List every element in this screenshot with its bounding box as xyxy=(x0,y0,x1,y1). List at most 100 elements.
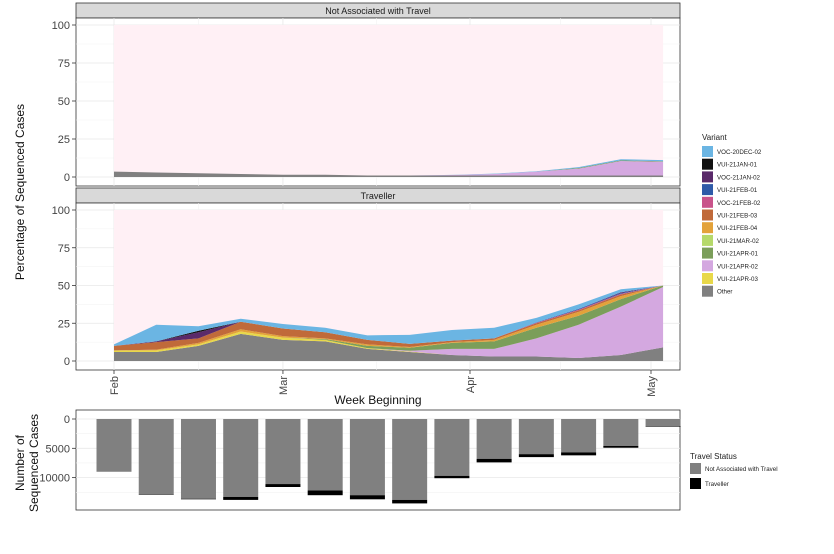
y-tick-label: 0 xyxy=(64,172,70,184)
legend-swatch xyxy=(702,171,713,183)
bar-not-associated-with-travel xyxy=(96,419,132,472)
bar-not-associated-with-travel xyxy=(434,419,470,476)
bar-not-associated-with-travel xyxy=(518,419,554,455)
x-tick-label: Feb xyxy=(109,376,121,395)
legend-label: VUI-21FEB-04 xyxy=(717,225,758,232)
legend-label: VUI-21FEB-03 xyxy=(717,213,758,220)
y-ticks-not-associated: 0 25 50 75 100 xyxy=(52,20,76,184)
legend-label: Other xyxy=(717,289,732,296)
y-tick-label: 50 xyxy=(58,281,70,293)
area-voc-21jan-02 xyxy=(114,285,664,346)
y-tick-label: 100 xyxy=(52,20,70,32)
variant-legend-items: VOC-20DEC-02 VUI-21JAN-01 VOC-21JAN-02 VUI-… xyxy=(702,146,762,297)
legend-swatch xyxy=(702,260,713,272)
bar-not-associated-with-travel xyxy=(603,419,639,446)
area-vui-21apr-02 xyxy=(114,161,664,176)
legend-label: VUI-21MAR-02 xyxy=(717,238,760,245)
legend-label: VUI-21APR-02 xyxy=(717,263,758,270)
bar-traveller xyxy=(223,496,259,500)
x-axis-title: Week Beginning xyxy=(334,393,421,407)
bar-traveller xyxy=(476,458,512,463)
area-vui-21apr-01 xyxy=(114,285,664,351)
travel-status-legend: Travel Status Not Associated with Travel… xyxy=(690,452,778,489)
bar-not-associated-with-travel xyxy=(265,419,301,485)
legend-swatch xyxy=(702,146,713,157)
bar-traveller xyxy=(434,475,470,479)
legend-swatch xyxy=(702,184,713,196)
bar-y-axis-title-line2: Sequenced Cases xyxy=(27,414,41,512)
bar-not-associated-with-travel xyxy=(349,419,385,496)
bar-traveller xyxy=(138,494,174,495)
bar-not-associated-with-travel xyxy=(307,419,343,491)
legend-swatch xyxy=(702,196,713,208)
bar-traveller xyxy=(180,498,216,500)
bar-y-axis-title-line1: Number of xyxy=(13,434,27,491)
bar-traveller xyxy=(561,452,597,456)
areas-traveller xyxy=(114,285,664,361)
bar-traveller xyxy=(307,490,343,496)
bar-panel: 0 5000 10000 xyxy=(39,409,681,511)
y-tick-label: 25 xyxy=(58,318,70,330)
strip-title-traveller: Traveller xyxy=(361,191,396,201)
x-tick-label: Mar xyxy=(278,376,290,395)
travel-status-legend-items: Not Associated with Travel Traveller xyxy=(690,463,778,489)
area-vui-21feb-03 xyxy=(114,285,664,351)
bar-traveller xyxy=(518,454,554,458)
bar-traveller xyxy=(645,426,681,427)
travel-status-legend-title: Travel Status xyxy=(690,452,737,461)
y-axis-title: Percentage of Sequenced Cases xyxy=(13,104,27,280)
legend-swatch xyxy=(702,285,713,297)
bar-not-associated-with-travel xyxy=(223,419,259,497)
y-tick-label: 75 xyxy=(58,243,70,255)
bar-series xyxy=(96,419,681,504)
bar-y-tick-label: 5000 xyxy=(46,443,70,455)
legend-swatch xyxy=(702,222,713,234)
bar-traveller xyxy=(603,445,639,448)
area-other xyxy=(114,333,664,361)
travel-legend-swatch xyxy=(690,478,701,489)
x-tick-label: Apr xyxy=(465,376,477,393)
legend-label: VUI-21APR-03 xyxy=(717,276,758,283)
bar-not-associated-with-travel xyxy=(138,419,174,495)
legend-swatch xyxy=(702,273,713,284)
area-voc-20dec-02 xyxy=(114,285,664,346)
y-tick-label: 75 xyxy=(58,58,70,70)
bar-not-associated-with-travel xyxy=(476,419,512,459)
bar-not-associated-with-travel xyxy=(561,419,597,453)
legend-label: VOC-21FEB-02 xyxy=(717,200,761,207)
y-tick-label: 25 xyxy=(58,134,70,146)
bar-y-tick-label: 10000 xyxy=(39,473,70,485)
bar-y-ticks: 0 5000 10000 xyxy=(39,414,76,485)
legend-swatch xyxy=(702,234,713,246)
bar-traveller xyxy=(392,499,428,504)
travel-legend-swatch xyxy=(690,463,701,474)
area-other xyxy=(114,171,664,177)
x-ticks: Feb Mar Apr May xyxy=(109,370,658,397)
bar-traveller xyxy=(265,484,301,487)
y-tick-label: 50 xyxy=(58,96,70,108)
variant-legend: Variant VOC-20DEC-02 VUI-21JAN-01 VOC-21JA… xyxy=(702,133,762,297)
legend-label: VUI-21FEB-01 xyxy=(717,187,758,194)
area-vui-21apr-02 xyxy=(114,287,664,358)
y-ticks-traveller: 0 25 50 75 100 xyxy=(52,205,76,368)
legend-label: VUI-21JAN-01 xyxy=(717,162,757,169)
bar-traveller xyxy=(349,495,385,500)
legend-label: VOC-20DEC-02 xyxy=(717,149,762,156)
legend-swatch xyxy=(702,158,713,170)
bar-not-associated-with-travel xyxy=(392,419,428,500)
variant-legend-title: Variant xyxy=(702,133,728,142)
travel-legend-label: Not Associated with Travel xyxy=(705,466,778,473)
panel-traveller: Traveller 0 25 50 75 100 xyxy=(52,187,681,371)
y-tick-label: 0 xyxy=(64,356,70,368)
travel-legend-label: Traveller xyxy=(705,481,729,488)
legend-label: VOC-21JAN-02 xyxy=(717,174,761,181)
areas-not-associated xyxy=(114,159,664,177)
background-fill-not-associated xyxy=(114,25,664,177)
bar-not-associated-with-travel xyxy=(180,419,216,499)
strip-title-not-associated: Not Associated with Travel xyxy=(325,6,431,16)
x-tick-label: May xyxy=(646,376,658,397)
legend-swatch xyxy=(702,247,713,259)
panel-not-associated: Not Associated with Travel 0 25 50 75 100 xyxy=(52,2,681,187)
legend-swatch xyxy=(702,209,713,221)
